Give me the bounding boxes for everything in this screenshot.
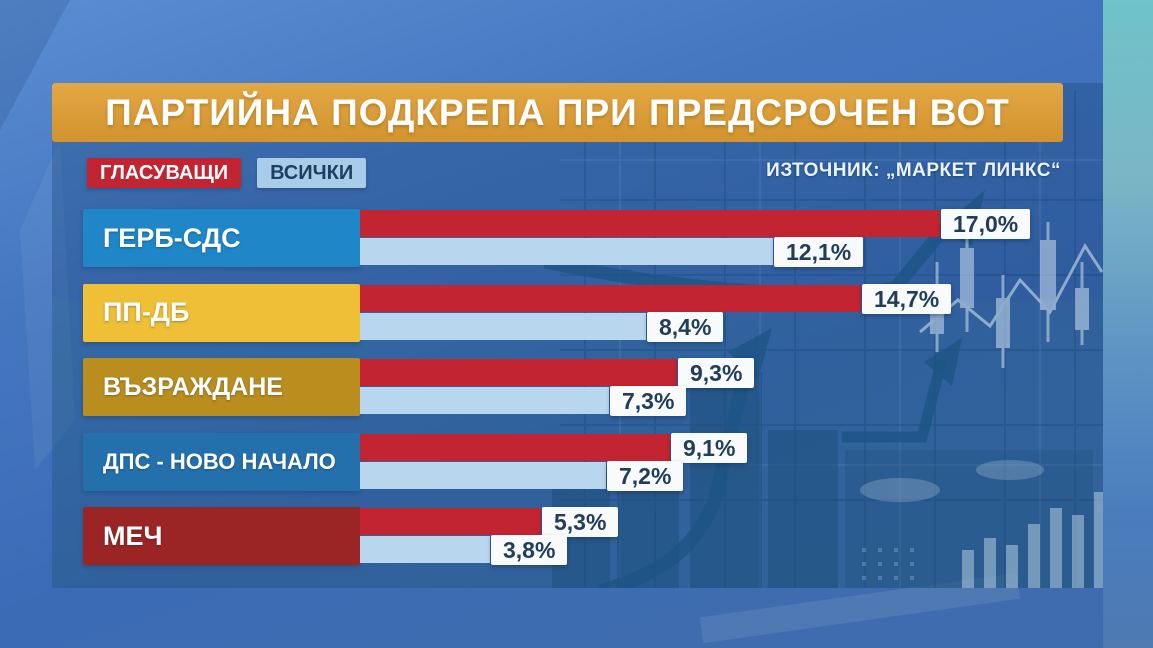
value-label-voters: 9,3% [678, 358, 755, 388]
value-label-voters: 17,0% [941, 209, 1031, 239]
party-label-box: ВЪЗРАЖДАНЕ [83, 358, 360, 416]
party-row: МЕЧ 5,3% 3,8% [83, 507, 1103, 565]
party-name: ГЕРБ-СДС [103, 222, 241, 253]
value-label-voters: 9,1% [671, 432, 748, 463]
legend-item-all: ВСИЧКИ [257, 158, 367, 188]
page-title: ПАРТИЙНА ПОДКРЕПА ПРИ ПРЕДСРОЧЕН ВОТ [105, 91, 1010, 133]
bar-voters [360, 284, 861, 312]
value-label-voters: 14,7% [862, 283, 952, 314]
value-label-all: 3,8% [491, 535, 568, 565]
legend-item-voters: ГЛАСУВАЩИ [87, 158, 242, 188]
party-label-box: МЕЧ [83, 507, 360, 565]
party-row: ДПС - НОВО НАЧАЛО 9,1% 7,2% [83, 432, 1103, 491]
party-name: ПП-ДБ [103, 297, 190, 327]
value-label-all: 12,1% [774, 237, 864, 267]
party-label-box: ДПС - НОВО НАЧАЛО [83, 432, 360, 491]
party-row: ГЕРБ-СДС 17,0% 12,1% [83, 209, 1103, 267]
bar-voters [360, 433, 670, 461]
party-row: ПП-ДБ 14,7% 8,4% [83, 283, 1103, 342]
party-name: МЕЧ [103, 520, 163, 551]
value-label-all: 7,3% [610, 386, 687, 416]
party-label-box: ГЕРБ-СДС [83, 209, 360, 267]
source-credit: ИЗТОЧНИК: „МАРКЕТ ЛИНКС“ [766, 160, 1061, 181]
party-label-box: ПП-ДБ [83, 283, 360, 342]
bar-all [360, 312, 646, 340]
bar-voters [360, 210, 940, 237]
bar-voters [360, 508, 541, 535]
party-name: ВЪЗРАЖДАНЕ [103, 372, 283, 401]
value-label-voters: 5,3% [542, 507, 619, 537]
bar-all [360, 536, 490, 563]
bar-all [360, 387, 609, 414]
bar-chart: ГЕРБ-СДС 17,0% 12,1% ПП-ДБ 14,7% 8,4% ВЪЗРАЖДА… [83, 209, 1103, 579]
title-bar: ПАРТИЙНА ПОДКРЕПА ПРИ ПРЕДСРОЧЕН ВОТ [52, 83, 1063, 142]
party-row: ВЪЗРАЖДАНЕ 9,3% 7,3% [83, 358, 1103, 416]
value-label-all: 7,2% [607, 460, 684, 491]
value-label-all: 8,4% [647, 311, 724, 342]
bar-voters [360, 359, 677, 386]
party-name: ДПС - НОВО НАЧАЛО [103, 448, 336, 474]
bar-all [360, 238, 773, 265]
bar-all [360, 461, 606, 489]
legend: ГЛАСУВАЩИ ВСИЧКИ [87, 158, 367, 188]
